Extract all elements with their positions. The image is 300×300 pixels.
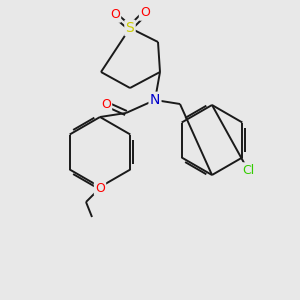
Text: O: O <box>101 98 111 110</box>
Text: O: O <box>140 7 150 20</box>
Text: N: N <box>150 93 160 107</box>
Text: Cl: Cl <box>242 164 254 176</box>
Text: S: S <box>126 21 134 35</box>
Text: O: O <box>110 8 120 22</box>
Text: O: O <box>95 182 105 194</box>
